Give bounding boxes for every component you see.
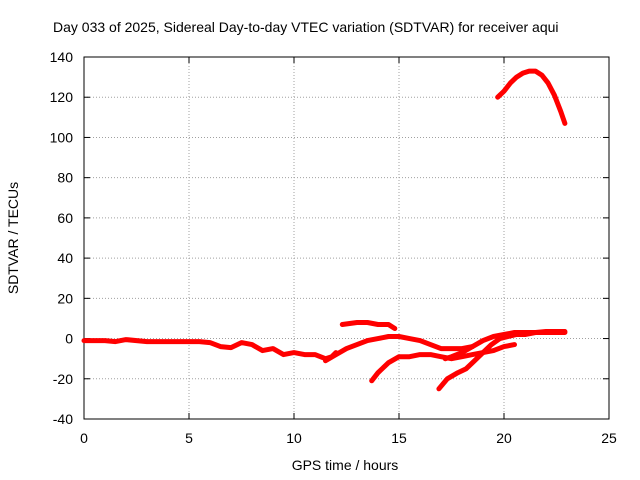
y-tick-label: 20 <box>57 290 73 306</box>
series-line-arc-4 <box>369 342 517 384</box>
y-axis-label: SDTVAR / TECUs <box>5 182 21 294</box>
x-tick-label: 10 <box>286 430 302 446</box>
gridlines <box>84 57 609 419</box>
y-tick-label: -40 <box>53 411 73 427</box>
series-line-arc-5 <box>436 330 568 392</box>
y-tick-label: -20 <box>53 371 73 387</box>
plot-frame <box>83 56 610 420</box>
axis-ticks: 0 5 10 15 20 25 -40 -20 0 20 40 60 80 100 120 140 <box>50 49 617 446</box>
series-line-arc-6 <box>442 329 568 362</box>
x-tick-label: 0 <box>80 430 88 446</box>
series-line-arc-3 <box>339 320 398 331</box>
data-series <box>81 68 568 392</box>
series-line-arc-1 <box>81 337 339 362</box>
y-tick-label: 80 <box>57 170 73 186</box>
x-tick-label: 15 <box>391 430 407 446</box>
x-axis-label: GPS time / hours <box>292 457 399 473</box>
x-tick-label: 25 <box>601 430 617 446</box>
series-line-arc-7 <box>495 68 568 126</box>
chart-title: Day 033 of 2025, Sidereal Day-to-day VTE… <box>53 19 559 35</box>
y-tick-label: 60 <box>57 210 73 226</box>
y-tick-label: 100 <box>50 129 74 145</box>
series-line-arc-2 <box>323 334 475 364</box>
y-tick-label: 0 <box>65 331 73 347</box>
x-tick-label: 5 <box>185 430 193 446</box>
y-tick-label: 120 <box>50 89 74 105</box>
x-tick-label: 20 <box>496 430 512 446</box>
y-tick-label: 140 <box>50 49 74 65</box>
y-tick-label: 40 <box>57 250 73 266</box>
